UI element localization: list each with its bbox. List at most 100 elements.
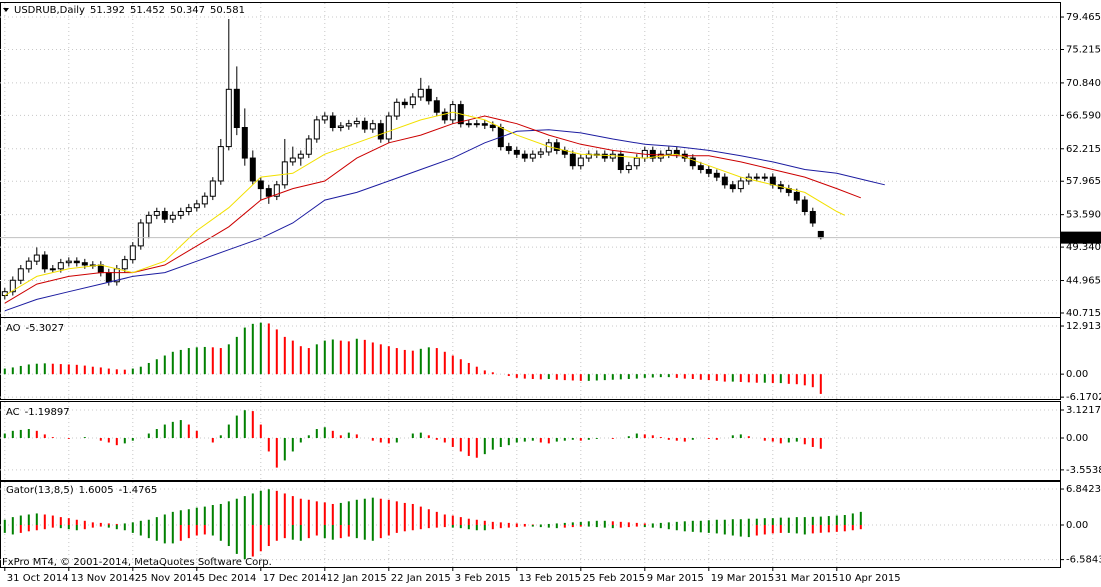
histogram-bar: [339, 435, 342, 439]
candle-body: [377, 123, 384, 140]
gator-bar: [419, 525, 422, 530]
histogram-bar: [251, 323, 254, 375]
histogram-bar: [451, 355, 454, 375]
gator-bar: [515, 523, 518, 525]
gator-bar: [603, 525, 606, 528]
alligator-line: [4, 129, 885, 312]
histogram-bar: [419, 348, 422, 375]
histogram-bar: [163, 355, 166, 375]
gator-bar: [827, 516, 830, 525]
histogram-bar: [579, 438, 582, 441]
histogram-bar: [403, 349, 406, 375]
histogram-bar: [147, 433, 150, 439]
histogram-bar: [251, 411, 254, 439]
histogram-bar: [715, 374, 718, 381]
histogram-bar: [275, 329, 278, 375]
gator-bar: [163, 525, 166, 544]
histogram-bar: [475, 438, 478, 458]
x-tick-label: 3 Feb 2015: [455, 573, 511, 584]
y-tick-label: 40.715: [1066, 308, 1101, 319]
histogram-bar: [35, 363, 38, 375]
gator-bar: [179, 525, 182, 541]
chart-header: 50.581: [210, 5, 245, 16]
candle-body: [553, 142, 560, 151]
histogram-bar: [227, 424, 230, 439]
histogram-bar: [491, 372, 494, 375]
histogram-bar: [435, 438, 438, 440]
candle-body: [577, 157, 584, 167]
histogram-bar: [723, 374, 726, 382]
histogram-bar: [667, 438, 670, 440]
chart-header: 51.452: [130, 5, 165, 16]
gator-bar: [171, 525, 174, 544]
histogram-bar: [331, 339, 334, 375]
indicator-header: -5.3027: [26, 323, 65, 334]
y-tick-label: 66.590: [1066, 110, 1101, 121]
histogram-bar: [547, 438, 550, 444]
gator-bar: [835, 525, 838, 532]
gator-bar: [755, 525, 758, 536]
histogram-bar: [411, 433, 414, 439]
histogram-bar: [707, 438, 710, 439]
gator-bar: [291, 525, 294, 540]
histogram-bar: [355, 434, 358, 439]
gator-bar: [803, 517, 806, 525]
histogram-bar: [739, 434, 742, 439]
gator-bar: [403, 502, 406, 525]
candle-body: [273, 184, 280, 197]
gator-bar: [627, 522, 630, 525]
histogram-bar: [459, 438, 462, 452]
histogram-bar: [731, 374, 734, 382]
candle-body: [137, 222, 144, 247]
gator-bar: [715, 525, 718, 534]
gator-bar: [691, 520, 694, 525]
histogram-bar: [771, 438, 774, 442]
gator-bar: [643, 525, 646, 528]
gator-bar: [475, 525, 478, 531]
x-tick-label: 13 Nov 2014: [71, 573, 135, 584]
gator-bar: [819, 525, 822, 533]
histogram-bar: [451, 438, 454, 447]
candle-body: [81, 262, 88, 266]
gator-bar: [291, 496, 294, 525]
gator-bar: [3, 519, 6, 525]
histogram-bar: [683, 374, 686, 379]
histogram-bar: [635, 433, 638, 439]
histogram-bar: [747, 436, 750, 439]
histogram-bar: [467, 438, 470, 456]
histogram-bar: [547, 374, 550, 379]
candle-body: [33, 254, 40, 262]
gator-bar: [795, 525, 798, 534]
candle-body: [617, 153, 624, 171]
candle-body: [289, 157, 296, 163]
candle-body: [73, 260, 80, 264]
x-tick-label: 12 Jan 2015: [327, 573, 387, 584]
histogram-bar: [347, 341, 350, 375]
histogram-bar: [299, 346, 302, 375]
candle-body: [513, 149, 520, 155]
indicator-header: Gator(13,8,5): [6, 485, 74, 496]
histogram-bar: [491, 438, 494, 450]
candle-body: [729, 184, 736, 190]
histogram-bar: [203, 346, 206, 375]
gator-bar: [395, 525, 398, 533]
candle-body: [257, 180, 264, 190]
histogram-bar: [179, 420, 182, 439]
histogram-bar: [299, 438, 302, 443]
gator-bar: [155, 517, 158, 525]
histogram-bar: [707, 374, 710, 381]
candle-body: [361, 120, 368, 130]
candle-body: [225, 88, 232, 148]
menu-triangle[interactable]: [3, 8, 9, 12]
histogram-bar: [27, 429, 30, 439]
gator-bar: [507, 525, 510, 528]
histogram-bar: [235, 415, 238, 439]
gator-bar: [35, 525, 38, 531]
histogram-bar: [323, 427, 326, 439]
histogram-bar: [795, 374, 798, 385]
gator-bar: [315, 525, 318, 536]
histogram-bar: [571, 374, 574, 381]
gator-bar: [475, 519, 478, 525]
candle-body: [9, 279, 16, 293]
y-tick-label: 0.00: [1066, 369, 1088, 380]
